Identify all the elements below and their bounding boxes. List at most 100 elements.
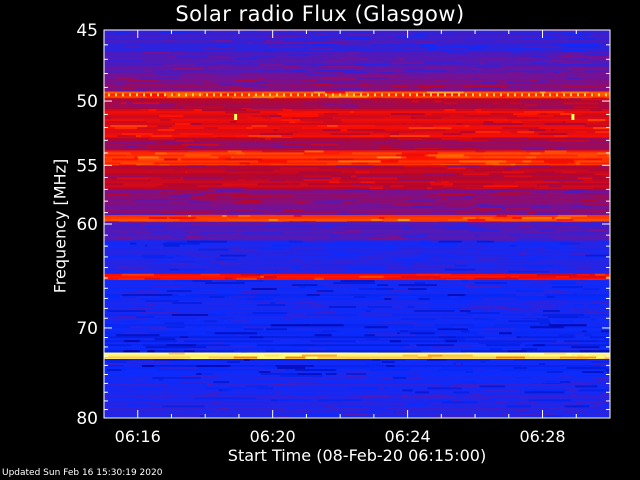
spectrum-texture [548, 324, 587, 327]
spectrum-texture [136, 164, 141, 166]
spectrum-texture [105, 270, 136, 273]
spectrum-texture [377, 284, 389, 287]
spectrum-texture [506, 405, 531, 408]
spectrum-texture [569, 275, 610, 279]
spectrum-texture [412, 264, 456, 267]
spectrum-texture [145, 300, 180, 303]
spectrum-texture [536, 328, 542, 331]
spectrum-texture [444, 89, 467, 92]
spectrum-texture [364, 175, 408, 178]
spectrum-texture [394, 189, 400, 192]
spectrum-texture [530, 221, 561, 225]
spectrum-texture [462, 173, 490, 176]
spectrum-texture [504, 175, 542, 178]
spectrum-texture [192, 73, 207, 76]
spectrum-texture [208, 56, 229, 59]
spectrum-texture [125, 252, 134, 255]
spectrum-texture [305, 286, 324, 289]
spectrum-texture [568, 38, 600, 41]
spectrum-texture [421, 87, 428, 90]
interference-dash [311, 93, 313, 97]
spectrum-texture [446, 205, 471, 208]
spectrum-texture [385, 89, 426, 92]
spectrum-texture [577, 275, 583, 279]
spectrum-texture [422, 359, 447, 362]
spectrum-texture [165, 409, 183, 412]
spectrum-texture [591, 318, 597, 321]
spectrum-texture [563, 187, 583, 190]
spectrum-texture [499, 227, 523, 231]
spectrum-texture [438, 147, 460, 151]
spectrum-texture [251, 288, 269, 291]
spectrum-row [104, 235, 610, 239]
spectrum-texture [266, 348, 274, 351]
spectrum-texture [394, 411, 409, 414]
spectrum-texture [168, 145, 203, 149]
spectrum-row [104, 68, 610, 71]
spectrum-texture [314, 44, 334, 47]
spectrum-texture [240, 273, 264, 277]
spectrum-texture [586, 393, 601, 396]
spectrum-texture [568, 389, 576, 392]
spectrum-texture [557, 64, 594, 67]
spectrum-row [104, 346, 610, 349]
spectrum-texture [519, 294, 542, 297]
spectrum-row [104, 154, 610, 157]
spectrum-texture [373, 254, 414, 257]
spectrum-texture [335, 145, 374, 149]
spectrum-texture [123, 365, 142, 368]
spectrum-texture [133, 258, 173, 261]
spectrum-texture [475, 185, 518, 188]
spectrum-texture [220, 191, 252, 194]
spectrum-texture [607, 237, 610, 241]
spectrum-texture [579, 191, 610, 194]
spectrum-texture [293, 328, 327, 331]
spectrum-texture [263, 336, 302, 339]
spectrum-texture [303, 175, 331, 178]
spectrum-texture [463, 115, 489, 118]
spectrum-texture [537, 282, 545, 285]
spectrum-texture [213, 381, 230, 384]
spectrum-texture [356, 46, 386, 49]
spectrum-texture [256, 77, 265, 80]
spectrum-texture [104, 154, 127, 157]
spectrum-texture [148, 68, 174, 71]
spectrum-texture [548, 316, 578, 319]
interference-dash [353, 93, 355, 97]
spectrum-texture [366, 338, 380, 341]
spectrum-texture [517, 115, 554, 118]
spectrum-texture [181, 290, 214, 293]
spectrum-texture [202, 320, 218, 323]
spectrum-texture [269, 60, 313, 63]
spectrum-texture [564, 227, 605, 231]
spectrum-texture [584, 125, 610, 128]
spectrum-texture [471, 393, 483, 396]
spectrum-texture [189, 197, 217, 200]
spectrum-texture [342, 141, 356, 145]
spectrum-texture [553, 292, 566, 295]
spectrum-texture [257, 137, 293, 139]
interference-dash [304, 93, 306, 97]
spectrum-texture [546, 371, 563, 374]
interference-dash [465, 93, 467, 97]
spectrum-texture [164, 322, 185, 325]
spectrum-texture [328, 95, 359, 98]
spectrum-texture [416, 150, 437, 153]
spectrum-texture [533, 68, 542, 71]
spectrum-texture [555, 72, 560, 74]
spectrum-texture [607, 154, 610, 157]
spectrum-texture [167, 383, 207, 386]
spectrum-texture [490, 359, 514, 362]
spectrum-texture [446, 111, 478, 114]
spectrum-texture [472, 314, 497, 317]
spectrum-texture [403, 165, 415, 168]
spectrum-texture [105, 100, 131, 103]
spectrum-texture [392, 85, 408, 88]
spectrum-texture [367, 91, 375, 94]
spectrum-texture [566, 77, 582, 80]
spectrum-texture [453, 361, 472, 364]
spectrum-texture [560, 348, 599, 351]
spectrum-texture [574, 244, 610, 247]
spectrum-row [104, 73, 610, 76]
spectrum-texture [283, 109, 293, 112]
